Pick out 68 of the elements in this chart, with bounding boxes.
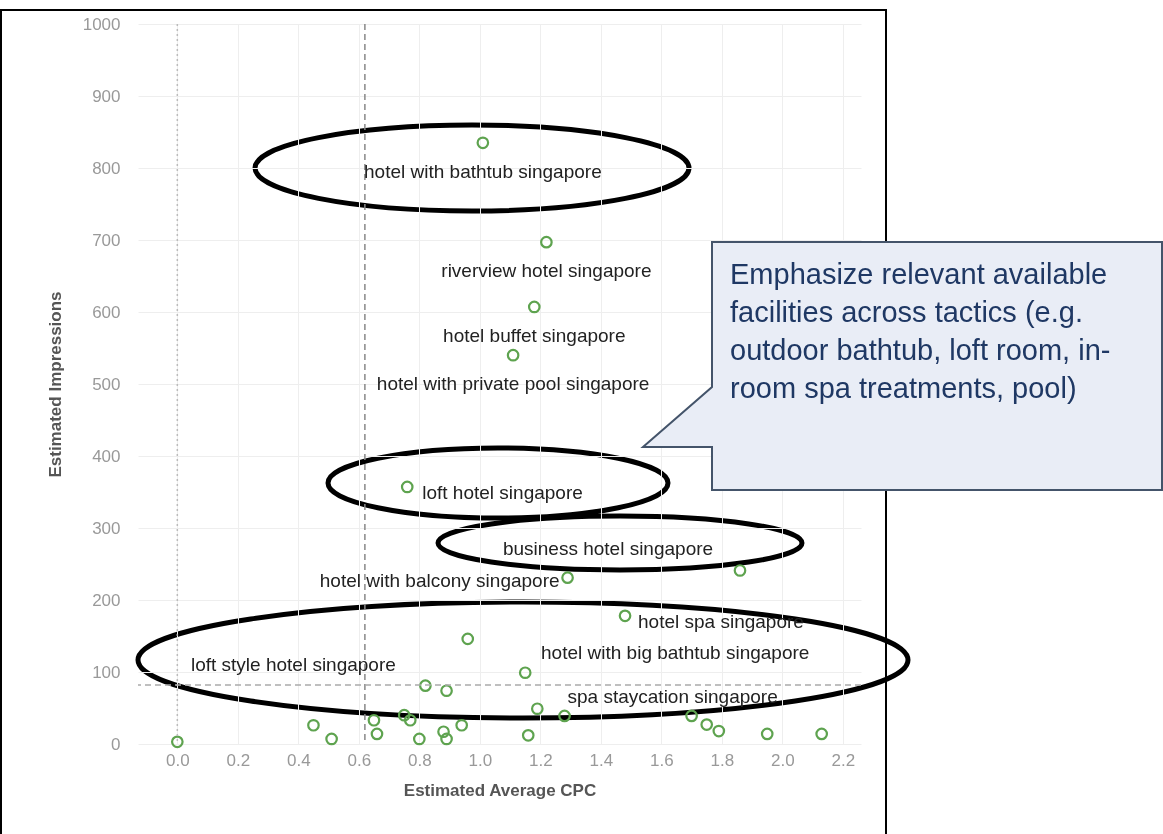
annotation: hotel spa singapore [638,610,804,632]
annotation: loft style hotel singapore [190,653,396,675]
annotation: hotel with balcony singapore [319,569,560,591]
point [685,709,698,723]
point [370,727,384,741]
x-tick-label: 2.0 [771,750,795,770]
point [618,609,632,623]
y-tick-label: 900 [92,86,121,106]
point [400,480,414,494]
point [440,732,453,746]
point [325,732,338,746]
y-tick-label: 600 [92,302,121,322]
point [367,713,381,727]
x-axis-title: Estimated Average CPC [403,780,597,800]
y-tick-label: 500 [92,374,121,394]
point [403,713,417,727]
point [437,725,450,739]
point [558,709,571,723]
annotation: hotel buffet singapore [443,324,626,346]
point [521,729,535,742]
point [760,727,774,741]
point [530,702,544,716]
x-tick-label: 2.2 [831,750,856,770]
annotation: riverview hotel singapore [441,260,652,282]
x-tick-label: 0.0 [166,750,190,770]
point [733,564,747,577]
y-tick-label: 400 [92,446,121,466]
x-tick-label: 1.4 [589,750,614,770]
x-tick-label: 0.4 [287,750,311,770]
x-tick-label: 1.6 [650,750,674,770]
point [561,571,574,585]
y-tick-label: 700 [92,230,121,250]
point [700,718,714,731]
annotation: spa staycation singapore [567,685,778,707]
point [712,724,726,738]
x-tick-label: 0.2 [226,750,251,770]
point [527,300,541,314]
point [455,718,469,732]
y-tick-label: 1000 [82,14,121,34]
point [518,666,532,680]
x-tick-label: 0.8 [408,750,432,770]
x-tick-label: 1.0 [468,750,493,770]
point [506,348,520,362]
point [440,684,453,698]
point [307,718,320,732]
annotation: hotel with private pool singapore [376,373,650,395]
point [412,732,426,746]
y-tick-label: 300 [92,518,121,538]
x-tick-label: 0.6 [347,750,372,770]
y-tick-label: 200 [92,590,121,610]
x-tick-label: 1.2 [529,750,553,770]
y-axis-title: Estimated Impressions [45,291,65,478]
point [540,235,553,249]
annotation: loft hotel singapore [422,481,583,503]
point [476,136,490,150]
point [419,679,432,693]
annotation: hotel with big bathtub singapore [541,641,810,663]
point [170,735,184,749]
y-tick-label: 800 [92,158,121,178]
y-tick-label: 100 [92,662,121,682]
point [815,727,829,741]
annotation: Emphasize relevant available facilities across tactics (e.g. outdoor bathtub, loft room, in-room spa treatments, pool) [730,257,1112,406]
y-tick-label: 0 [111,734,121,754]
annotation: hotel with bathtub singapore [364,160,602,182]
x-tick-label: 1.8 [710,750,735,770]
point [397,708,411,722]
annotation: business hotel singapore [502,538,714,560]
point [461,632,475,646]
